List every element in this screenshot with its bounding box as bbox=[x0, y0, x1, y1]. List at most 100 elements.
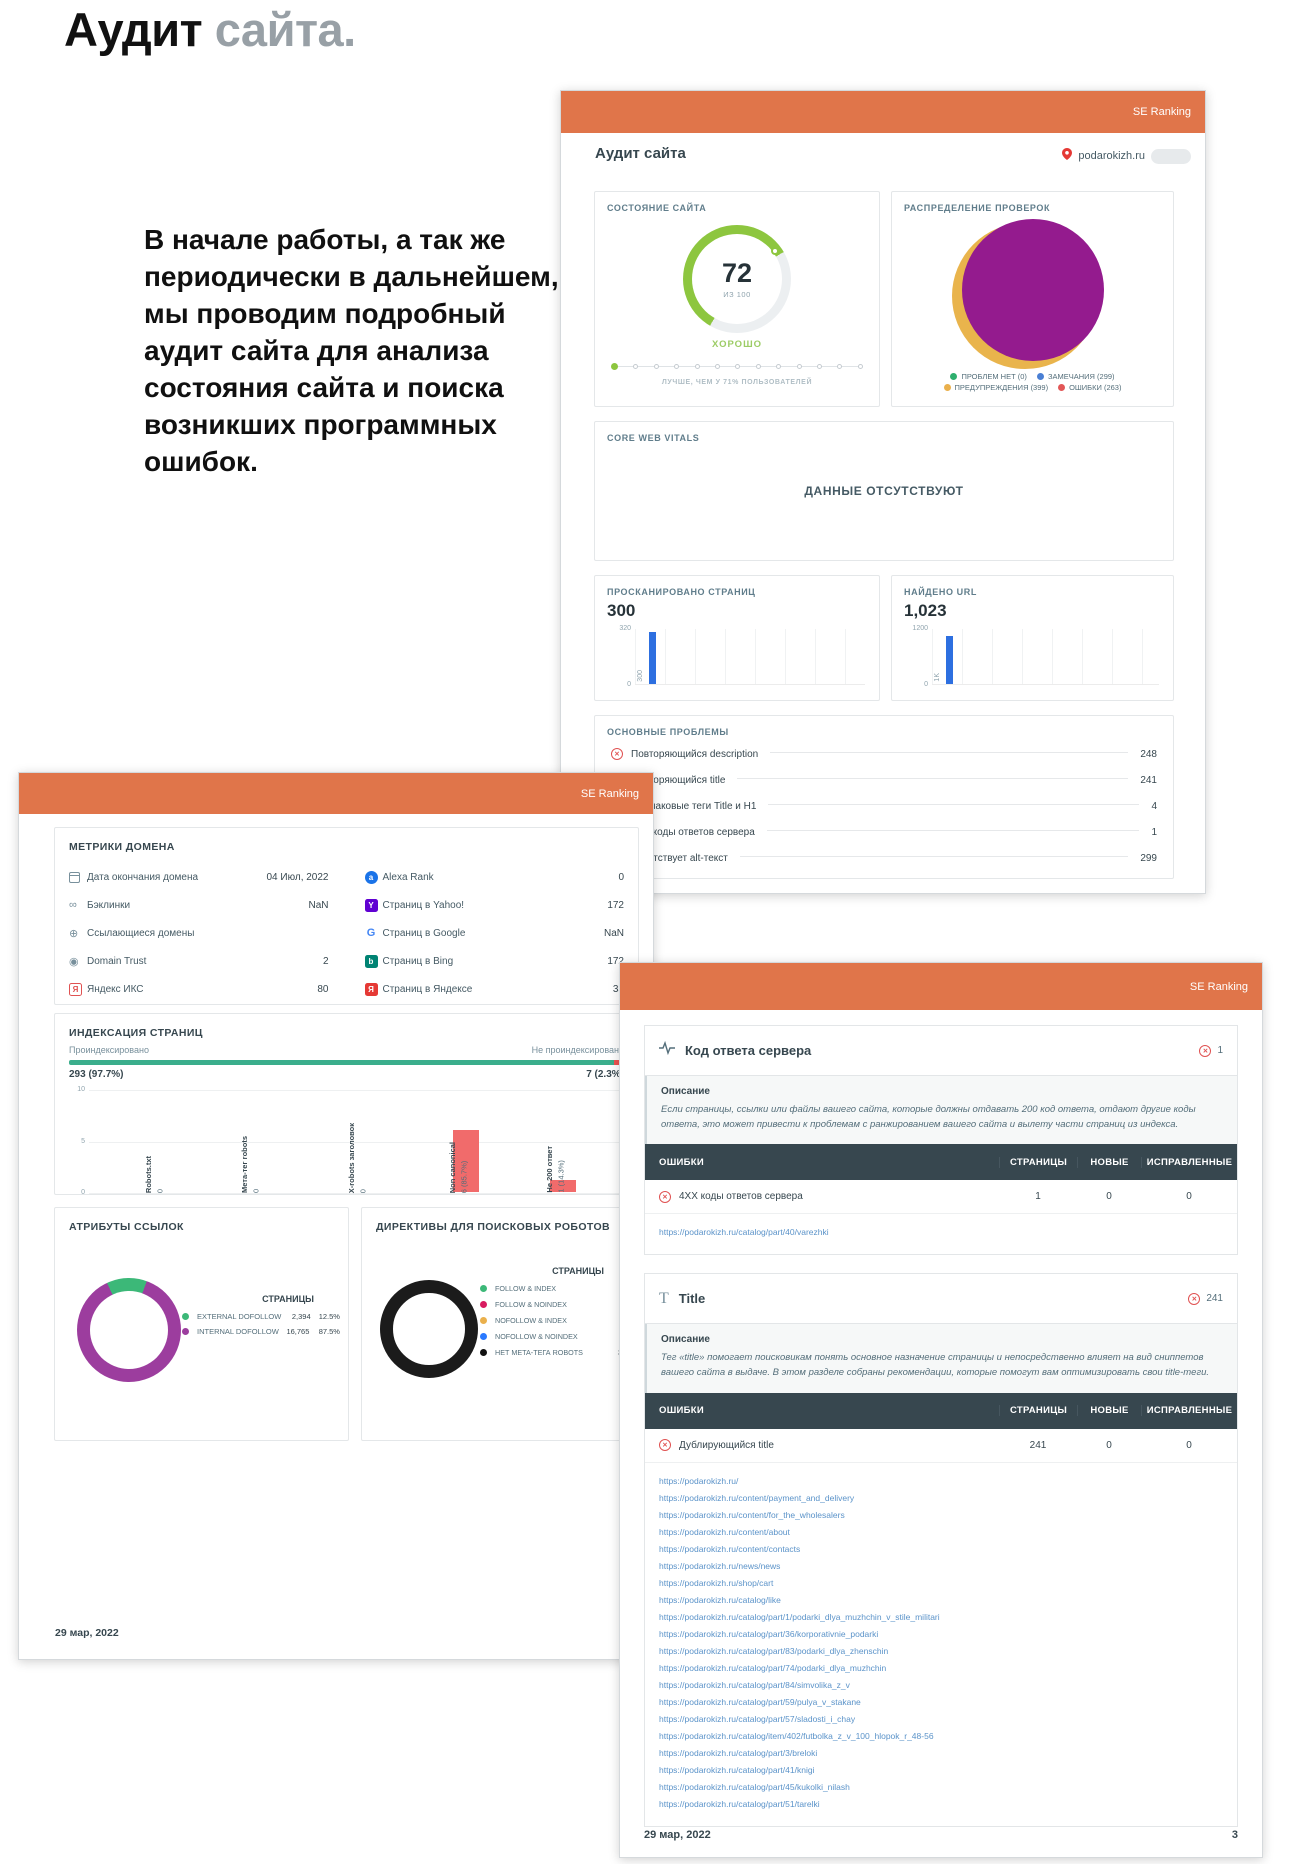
metric-row: G Страниц в Google NaN bbox=[364, 919, 624, 947]
legend-dot-warnings bbox=[943, 384, 951, 391]
y-axis-max: 320 bbox=[619, 625, 631, 632]
problem-row[interactable]: Повторяющийся title 241 bbox=[595, 767, 1173, 793]
metric-row: Y Страниц в Yahoo! 172 bbox=[364, 891, 624, 919]
y-axis-min: 0 bbox=[627, 681, 631, 688]
slide-title-black: Аудит bbox=[64, 3, 203, 56]
not-indexed-value: 7 (2.3%) bbox=[586, 1069, 624, 1080]
error-icon bbox=[1188, 1292, 1201, 1305]
url-link[interactable]: https://podarokizh.ru/content/contacts bbox=[659, 1543, 801, 1554]
leader-line bbox=[739, 856, 1129, 857]
domain-metrics-card: МЕТРИКИ ДОМЕНА Дата окончания домена 04 … bbox=[54, 827, 639, 1005]
checks-legend: ПРОБЛЕМ НЕТ (0) ЗАМЕЧАНИЯ (299) ПРЕДУПРЕ… bbox=[892, 367, 1173, 397]
url-link[interactable]: https://podarokizh.ru/catalog/part/1/pod… bbox=[659, 1611, 940, 1622]
legend-row: НЕТ META-ТЕГА ROBOTS300 bbox=[480, 1348, 630, 1357]
pages-column-header: СТРАНИЦЫ bbox=[552, 1266, 604, 1276]
directives-donut-chart bbox=[380, 1280, 478, 1378]
problem-row[interactable]: Одинаковые теги Title и H1 4 bbox=[595, 793, 1173, 819]
pin-icon bbox=[1062, 147, 1073, 165]
error-count: 1 bbox=[1217, 1045, 1223, 1056]
found-title: НАЙДЕНО URL bbox=[904, 587, 977, 597]
core-web-vitals-card: CORE WEB VITALS ДАННЫЕ ОТСУТСТВУЮТ bbox=[594, 421, 1174, 561]
legend-dot-notices bbox=[1036, 373, 1044, 380]
checks-distribution-card: РАСПРЕДЕЛЕНИЕ ПРОВЕРОК ПРОБЛЕМ НЕТ (0) З… bbox=[891, 191, 1174, 407]
chart-category: Non canonical 6 (85.7%) bbox=[447, 1130, 480, 1193]
legend-label: ОШИБКИ (263) bbox=[1069, 383, 1122, 392]
errors-table-header: ОШИБКИ СТРАНИЦЫ НОВЫЕ ИСПРАВЛЕННЫЕ bbox=[645, 1144, 1237, 1181]
problem-row[interactable]: Повторяющийся description 248 bbox=[595, 741, 1173, 767]
url-link[interactable]: https://podarokizh.ru/catalog/like bbox=[659, 1594, 781, 1605]
alexa-icon: a bbox=[364, 870, 383, 884]
health-footnote: ЛУЧШЕ, ЧЕМ У 71% ПОЛЬЗОВАТЕЛЕЙ bbox=[661, 379, 813, 386]
non-200-bar bbox=[549, 1180, 576, 1192]
legend-row: FOLLOW & NOINDEX0 bbox=[480, 1300, 630, 1309]
crawled-value: 300 bbox=[607, 601, 636, 620]
url-link[interactable]: https://podarokizh.ru/catalog/part/74/po… bbox=[659, 1662, 887, 1673]
site-health-title: СОСТОЯНИЕ САЙТА bbox=[607, 203, 707, 213]
pie-notices-slice bbox=[962, 219, 1104, 361]
errors-table-header: ОШИБКИ СТРАНИЦЫ НОВЫЕ ИСПРАВЛЕННЫЕ bbox=[645, 1392, 1237, 1429]
section-description: Описание Тег «title» помогает поисковика… bbox=[645, 1324, 1237, 1393]
problem-row[interactable]: 4XX коды ответов сервера 1 bbox=[595, 819, 1173, 845]
gauge-ring-icon bbox=[683, 225, 791, 333]
pulse-icon bbox=[659, 1040, 675, 1060]
metric-row: ◉ Domain Trust 2 bbox=[69, 955, 329, 968]
error-icon bbox=[1199, 1044, 1212, 1057]
legend-row: EXTERNAL DOFOLLOW 2,394 12.5% bbox=[182, 1312, 340, 1321]
report-header-bar: SE Ranking bbox=[620, 963, 1262, 1010]
url-link[interactable]: https://podarokizh.ru/content/payment_an… bbox=[659, 1492, 855, 1503]
url-link[interactable]: https://podarokizh.ru/catalog/item/402/f… bbox=[659, 1730, 934, 1741]
problem-row[interactable]: Отсутствует alt-текст 299 bbox=[595, 845, 1173, 871]
url-link[interactable]: https://podarokizh.ru/catalog/part/57/sl… bbox=[659, 1713, 856, 1724]
error-count: 241 bbox=[1206, 1293, 1223, 1305]
section-title-tag: T Title 241 Описание Тег «title» помогае… bbox=[644, 1273, 1238, 1827]
crawled-bar-label: 300 bbox=[637, 670, 644, 682]
url-link[interactable]: https://podarokizh.ru/content/for_the_wh… bbox=[659, 1509, 845, 1520]
robot-directives-card: ДИРЕКТИВЫ ДЛЯ ПОИСКОВЫХ РОБОТОВ СТРАНИЦЫ… bbox=[361, 1207, 639, 1441]
report-page-3: SE Ranking Код ответа сервера 1 Описание… bbox=[619, 962, 1263, 1858]
found-bar-label: 1K bbox=[934, 673, 941, 682]
metric-row: ∞ Бэклинки NaN bbox=[69, 899, 329, 911]
error-table-row[interactable]: 4XX коды ответов сервера 1 0 0 bbox=[645, 1180, 1237, 1215]
cwv-title: CORE WEB VITALS bbox=[607, 433, 700, 443]
legend-row: NOFOLLOW & INDEX0 bbox=[480, 1316, 630, 1325]
not-indexed-label: Не проиндексировано bbox=[531, 1045, 624, 1055]
health-score-of: ИЗ 100 bbox=[723, 289, 751, 299]
y-tick: 5 bbox=[81, 1138, 85, 1145]
health-score: 72 bbox=[721, 257, 753, 288]
legend-label: ЗАМЕЧАНИЯ (299) bbox=[1047, 372, 1115, 381]
google-icon: G bbox=[364, 926, 383, 940]
url-link[interactable]: https://podarokizh.ru/content/about bbox=[659, 1526, 790, 1537]
url-link[interactable]: https://podarokizh.ru/catalog/part/59/pu… bbox=[659, 1696, 861, 1707]
indexed-label: Проиндексировано bbox=[69, 1045, 149, 1055]
bing-icon: b bbox=[364, 954, 383, 968]
chart-category: Мета-тег robots 0 bbox=[239, 1135, 261, 1193]
leader-line bbox=[768, 804, 1140, 805]
metric-row: ⊕ Ссылающиеся домены bbox=[69, 927, 195, 940]
legend-row: NOFOLLOW & NOINDEX0 bbox=[480, 1332, 630, 1341]
url-link[interactable]: https://podarokizh.ru/catalog/part/84/si… bbox=[659, 1679, 850, 1690]
main-problems-card: ОСНОВНЫЕ ПРОБЛЕМЫ Повторяющийся descript… bbox=[594, 715, 1174, 879]
url-link[interactable]: https://podarokizh.ru/catalog/part/36/ko… bbox=[659, 1628, 879, 1639]
yandex-icon: Я bbox=[364, 982, 383, 996]
checks-title: РАСПРЕДЕЛЕНИЕ ПРОВЕРОК bbox=[904, 203, 1051, 213]
crawled-pages-card: ПРОСКАНИРОВАНО СТРАНИЦ 300 320 0 300 bbox=[594, 575, 880, 701]
legend-dot-errors bbox=[1058, 384, 1066, 391]
crawled-bar bbox=[649, 632, 656, 684]
url-link[interactable]: https://podarokizh.ru/catalog/part/83/po… bbox=[659, 1645, 889, 1656]
url-link[interactable]: https://podarokizh.ru/shop/cart bbox=[659, 1577, 774, 1588]
url-link[interactable]: https://podarokizh.ru/news/news bbox=[659, 1560, 781, 1571]
url-link[interactable]: https://podarokizh.ru/catalog/part/3/bre… bbox=[659, 1747, 818, 1758]
header-toggle-pill[interactable] bbox=[1151, 148, 1191, 164]
slide-paragraph: В начале работы, а так же периодически в… bbox=[144, 224, 559, 477]
url-link[interactable]: https://podarokizh.ru/catalog/part/45/ku… bbox=[659, 1781, 850, 1792]
slide-title: Аудит сайта. bbox=[64, 2, 356, 57]
error-table-row[interactable]: Дублирующийся title 241 0 0 bbox=[645, 1429, 1237, 1463]
indexation-title: ИНДЕКСАЦИЯ СТРАНИЦ bbox=[69, 1027, 203, 1039]
url-link[interactable]: https://podarokizh.ru/catalog/part/41/kn… bbox=[659, 1764, 815, 1775]
url-link[interactable]: https://podarokizh.ru/ bbox=[659, 1475, 739, 1486]
url-link[interactable]: https://podarokizh.ru/catalog/part/40/va… bbox=[659, 1227, 829, 1238]
url-link[interactable]: https://podarokizh.ru/catalog/part/51/ta… bbox=[659, 1798, 820, 1809]
leader-line bbox=[737, 778, 1129, 779]
y-tick: 0 bbox=[81, 1189, 85, 1196]
metric-row: Я Страниц в Яндексе 33 bbox=[364, 975, 624, 1003]
